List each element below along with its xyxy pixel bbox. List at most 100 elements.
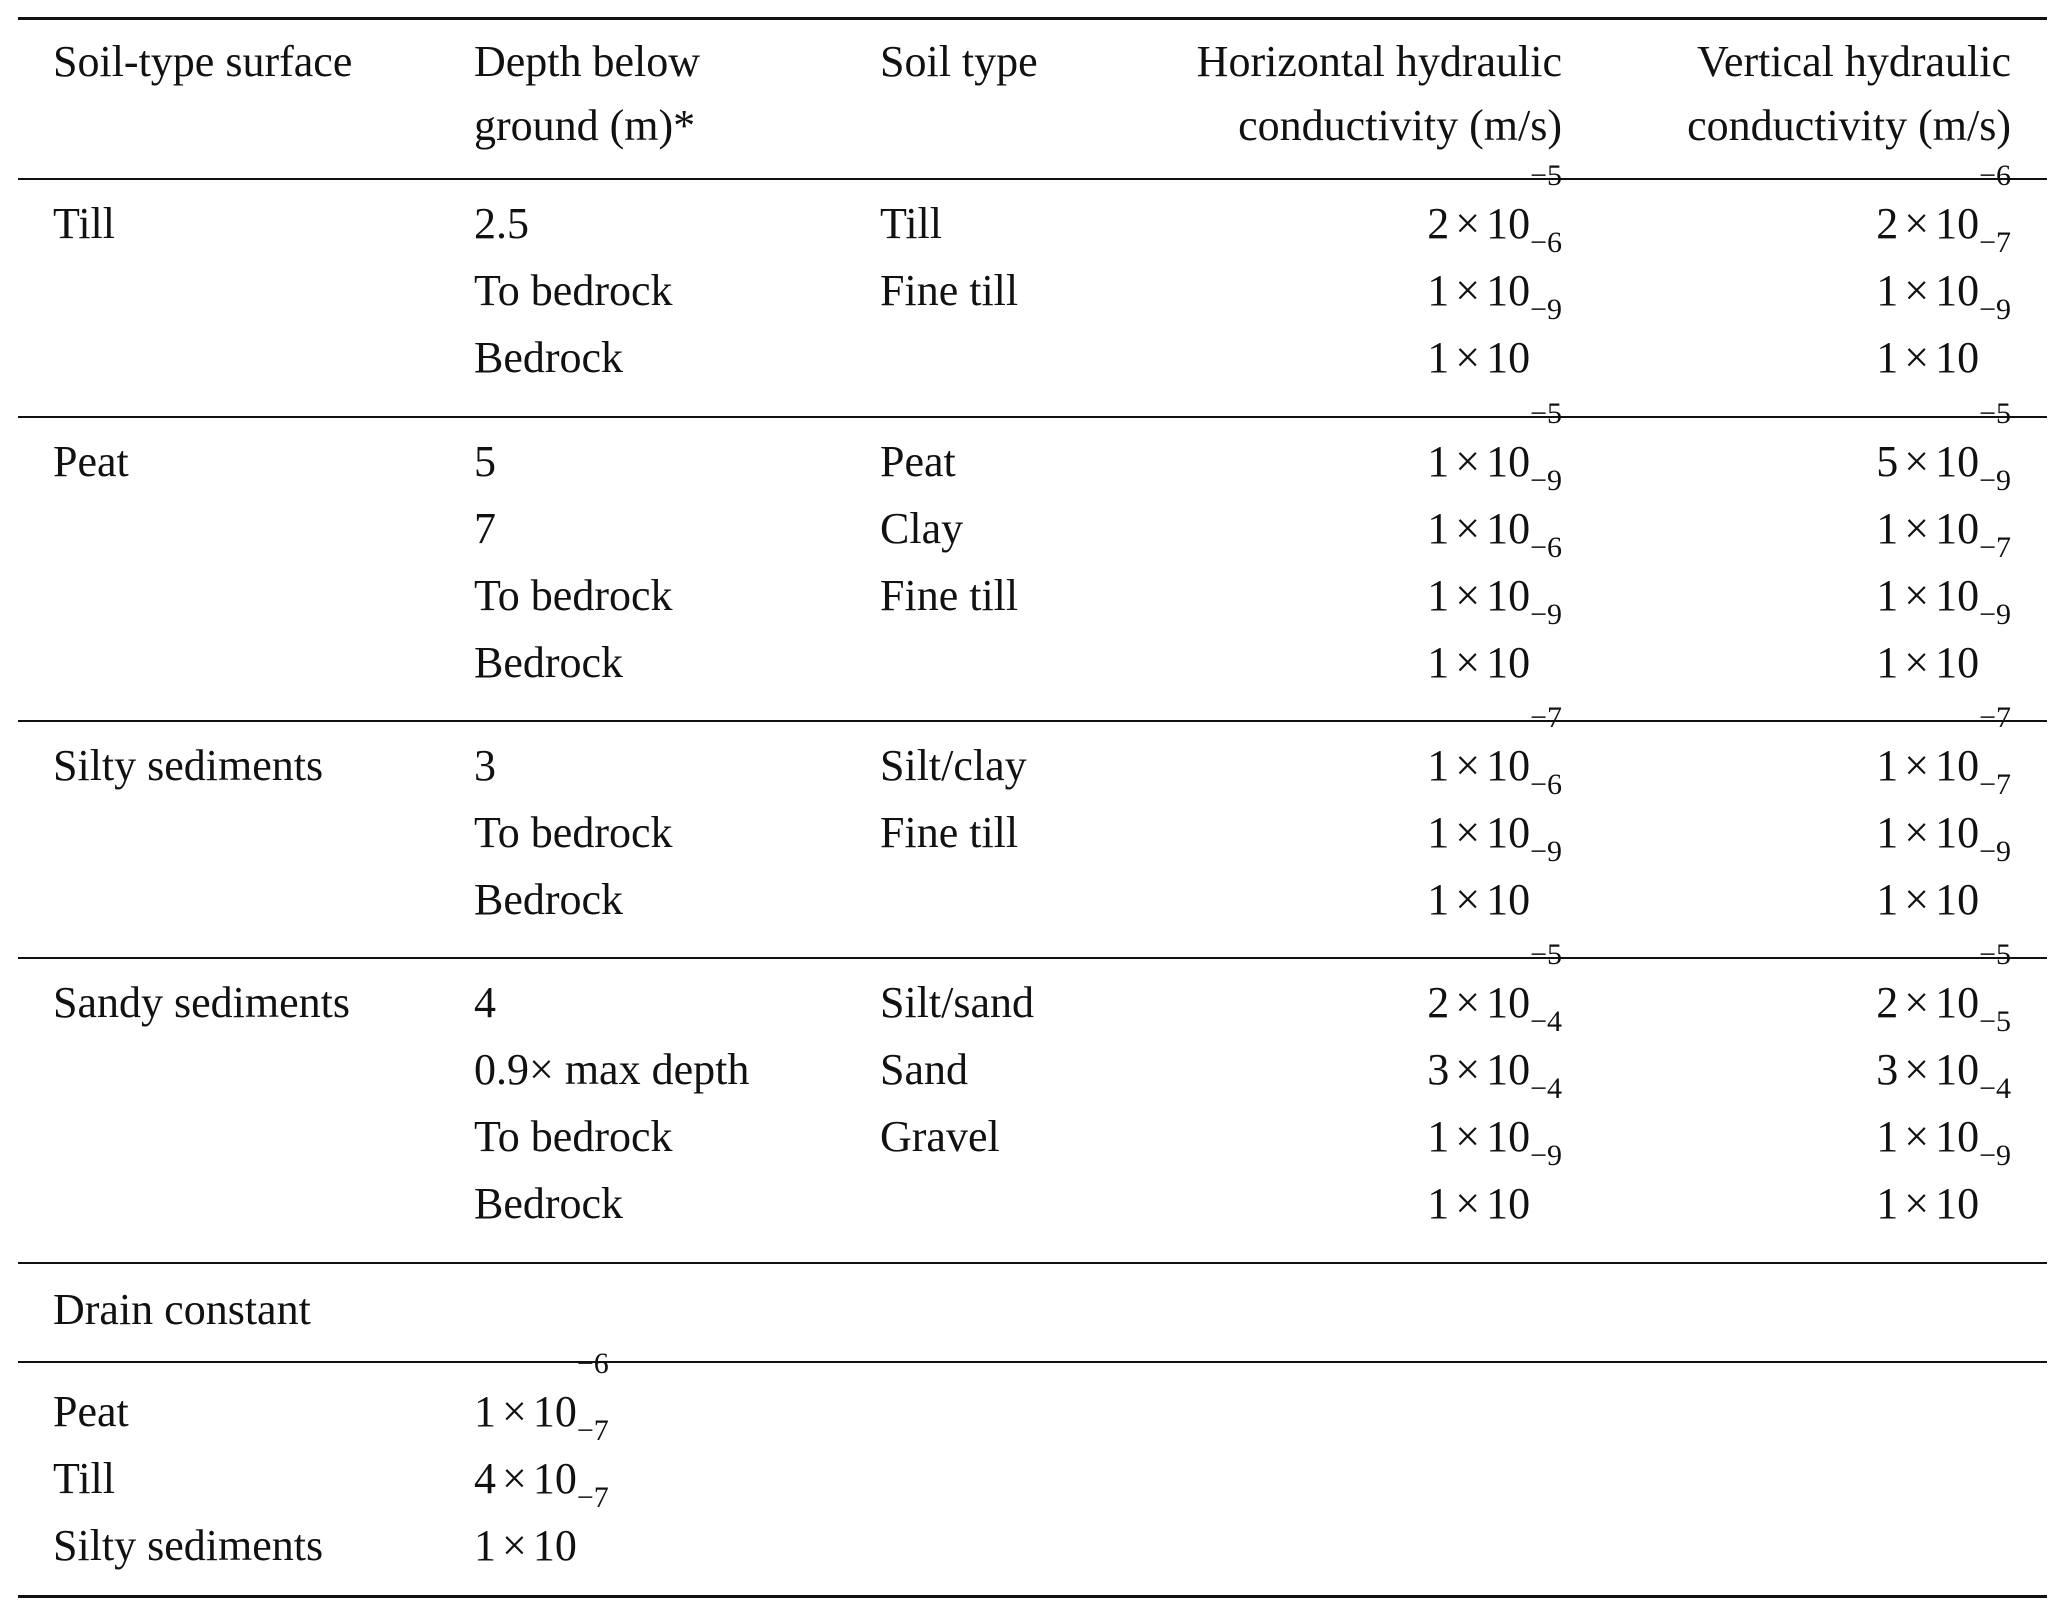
base: 10 [1486,571,1531,620]
section-surface-label: Sandy sediments [53,978,350,1027]
base: 10 [1486,875,1531,924]
header-rule [18,178,2047,180]
cell-depth: To bedrock [474,571,673,620]
cell-depth: To bedrock [474,1112,673,1161]
times-sign: × [1904,808,1930,857]
cell-horizontal-conductivity: 1 × 10 −9 [1427,466,1562,562]
mantissa: 2 [1427,199,1450,248]
cell-vertical-conductivity: 1 × 10 −9 [1876,1141,2011,1237]
times-sign: × [1455,875,1481,924]
cell-vertical-conductivity: 1 × 10 −9 [1876,466,2011,562]
exponent: −7 [1979,701,2011,734]
exponent: −9 [1530,1139,1562,1172]
mantissa: 1 [1876,808,1899,857]
mantissa: 1 [1427,875,1450,924]
times-sign: × [1455,437,1481,486]
section-surface-label: Peat [53,437,129,486]
times-sign: × [1455,504,1481,553]
exponent: −9 [1979,835,2011,868]
mantissa: 1 [1876,1112,1899,1161]
exponent: −9 [1979,1139,2011,1172]
exponent: −9 [1530,835,1562,868]
cell-depth: 0.9× max depth [474,1045,750,1094]
cell-horizontal-conductivity: 3 × 10−4 [1427,1007,1562,1103]
drain-rule [18,1361,2047,1363]
base: 10 [1935,808,1980,857]
times-sign: × [1455,199,1481,248]
times-sign: × [1455,1179,1481,1228]
cell-vertical-conductivity: 1 × 10 −7 [1876,228,2011,324]
mantissa: 1 [1427,1179,1450,1228]
times-sign: × [1904,333,1930,382]
base: 10 [1935,1112,1980,1161]
base: 10 [1935,1179,1980,1228]
mantissa: 1 [1427,571,1450,620]
mantissa: 1 [1427,1112,1450,1161]
mantissa: 1 [474,1521,496,1570]
base: 10 [1486,1112,1531,1161]
exponent: −9 [1979,598,2011,631]
exponent: −4 [1530,1005,1562,1038]
cell-depth: 5 [474,437,496,486]
mantissa: 1 [1876,266,1899,315]
drain-value: 1 × 10 −6 [474,1349,609,1445]
exponent: −6 [1530,226,1562,259]
exponent: −9 [1530,464,1562,497]
exponent: −9 [1979,464,2011,497]
cell-horizontal-conductivity: 1 × 10 −9 [1427,1141,1562,1237]
times-sign: × [1904,437,1930,486]
mantissa: 5 [1876,437,1899,486]
base: 10 [1935,266,1980,315]
base: 10 [1935,741,1980,790]
cell-depth: Bedrock [474,1179,624,1228]
exponent: −5 [1530,159,1562,192]
cell-depth: Bedrock [474,333,624,382]
times-sign: × [1455,978,1481,1027]
base: 10 [1486,266,1531,315]
exponent: −9 [1530,293,1562,326]
header-soil-type-surface: Soil-type surface [53,30,352,94]
base: 10 [1486,437,1531,486]
header-line: Soil type [880,37,1038,86]
header-depth: Depth below ground (m)* [474,30,700,158]
drain-constant-title: Drain constant [53,1285,311,1334]
cell-soil-type: Silt/clay [880,741,1027,790]
cell-soil-type: Peat [880,437,956,486]
mantissa: 1 [1876,875,1899,924]
exponent: −6 [1530,531,1562,564]
cell-horizontal-conductivity: 1 × 10 −5 [1427,399,1562,495]
base: 10 [1486,1179,1531,1228]
exponent: −7 [1979,226,2011,259]
cell-horizontal-conductivity: 1 × 10 −4 [1427,1074,1562,1170]
header-line: Horizontal hydraulic [1196,37,1562,86]
cell-horizontal-conductivity: 2 × 10 −5 [1427,940,1562,1036]
cell-depth: Bedrock [474,638,624,687]
times-sign: × [502,1521,527,1570]
base: 10 [532,1454,577,1503]
header-line: conductivity (m/s) [1238,101,1562,150]
mantissa: 1 [1427,504,1450,553]
cell-soil-type: Till [880,199,943,248]
header-soil-type: Soil type [880,30,1038,94]
base: 10 [1486,978,1531,1027]
cell-vertical-conductivity: 1 × 10 −7 [1876,770,2011,866]
cell-soil-type: Gravel [880,1112,1000,1161]
base: 10 [1935,875,1980,924]
base: 10 [1486,199,1531,248]
cell-vertical-conductivity: 1 × 10 −9 [1876,837,2011,933]
section-surface-label: Silty sediments [53,741,324,790]
bottom-rule [18,1595,2047,1598]
mantissa: 2 [1427,978,1450,1027]
cell-horizontal-conductivity: 1 × 10 −9 [1427,295,1562,391]
section-rule [18,1262,2047,1264]
mantissa: 1 [1427,333,1450,382]
cell-vertical-conductivity: 1 × 10 −9 [1876,600,2011,696]
base: 10 [1935,571,1980,620]
mantissa: 1 [1427,741,1450,790]
base: 10 [1935,437,1980,486]
header-horizontal-conductivity: Horizontal hydraulic conductivity (m/s) [1197,30,1562,158]
cell-soil-type: Clay [880,504,964,553]
cell-depth: 4 [474,978,496,1027]
mantissa: 1 [1427,437,1450,486]
cell-horizontal-conductivity: 1 × 10 −6 [1427,533,1562,629]
